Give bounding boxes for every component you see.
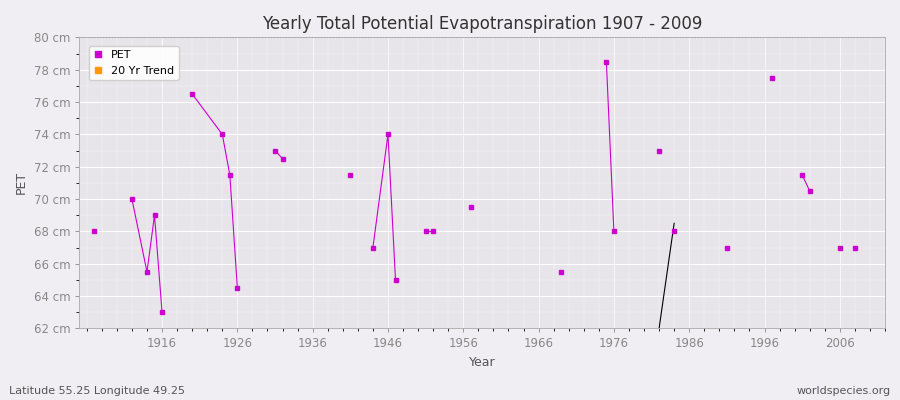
Text: Latitude 55.25 Longitude 49.25: Latitude 55.25 Longitude 49.25 xyxy=(9,386,185,396)
X-axis label: Year: Year xyxy=(469,356,495,369)
Title: Yearly Total Potential Evapotranspiration 1907 - 2009: Yearly Total Potential Evapotranspiratio… xyxy=(262,15,702,33)
Text: worldspecies.org: worldspecies.org xyxy=(796,386,891,396)
Y-axis label: PET: PET xyxy=(15,171,28,194)
Legend: PET, 20 Yr Trend: PET, 20 Yr Trend xyxy=(89,46,178,80)
